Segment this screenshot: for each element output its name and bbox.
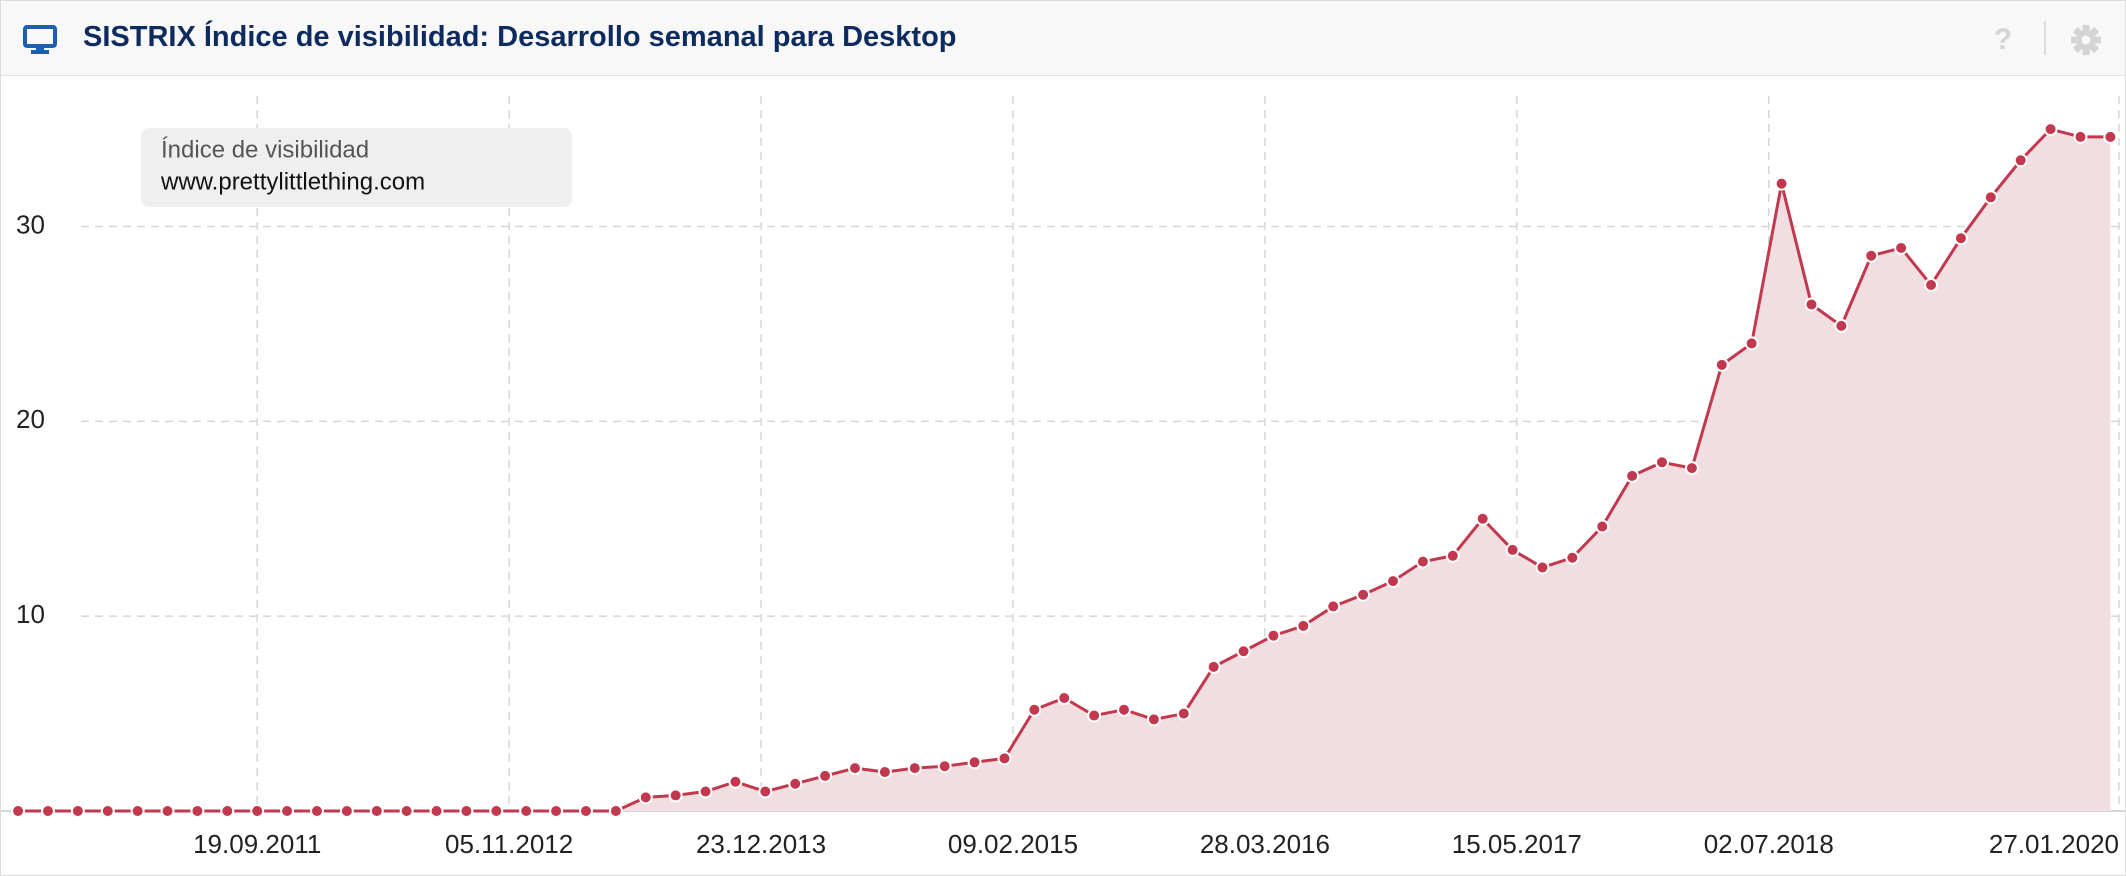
data-point <box>280 804 295 818</box>
data-point <box>220 804 235 818</box>
data-point <box>1415 554 1430 569</box>
data-point <box>250 804 265 818</box>
data-point <box>1057 691 1072 706</box>
y-tick-label: 30 <box>16 209 45 239</box>
settings-icon[interactable] <box>2071 25 2101 55</box>
data-point <box>2103 129 2118 144</box>
data-point <box>1116 702 1131 717</box>
x-tick-label: 19.09.2011 <box>193 829 321 859</box>
data-point <box>2013 153 2028 168</box>
data-point <box>130 804 145 818</box>
data-point <box>399 804 414 818</box>
data-point <box>698 784 713 799</box>
data-point <box>1445 548 1460 563</box>
data-point <box>1714 357 1729 372</box>
data-point <box>309 804 324 818</box>
data-point <box>1744 336 1759 351</box>
data-point <box>608 804 623 818</box>
data-point <box>937 759 952 774</box>
y-tick-label: 20 <box>16 404 45 434</box>
data-point <box>1535 560 1550 575</box>
data-point <box>160 804 175 818</box>
data-point <box>847 761 862 776</box>
data-point <box>818 768 833 783</box>
data-point <box>1266 628 1281 643</box>
data-point <box>1146 712 1161 727</box>
x-tick-label: 28.03.2016 <box>1200 829 1330 859</box>
data-point <box>967 755 982 770</box>
data-point <box>788 776 803 791</box>
data-point <box>1206 659 1221 674</box>
data-point <box>1894 240 1909 255</box>
data-point <box>997 751 1012 766</box>
data-point <box>578 804 593 818</box>
data-point <box>1386 574 1401 589</box>
data-point <box>1475 511 1490 526</box>
data-point <box>100 804 115 818</box>
data-point <box>339 804 354 818</box>
data-point <box>1176 706 1191 721</box>
data-point <box>2043 122 2058 137</box>
data-point <box>1924 277 1939 292</box>
desktop-icon <box>23 25 57 54</box>
data-point <box>668 788 683 803</box>
data-point <box>1087 708 1102 723</box>
data-point <box>1834 318 1849 333</box>
data-point <box>1983 190 1998 205</box>
data-point <box>70 804 85 818</box>
data-point <box>489 804 504 818</box>
data-point <box>1595 519 1610 534</box>
data-point <box>369 804 384 818</box>
data-point <box>1655 455 1670 470</box>
data-point <box>1027 702 1042 717</box>
data-point <box>1953 231 1968 246</box>
area <box>18 129 2111 812</box>
data-point <box>1774 176 1789 191</box>
x-tick-label: 27.01.2020 <box>1989 829 2119 859</box>
data-point <box>11 804 26 818</box>
x-tick-label: 02.07.2018 <box>1704 829 1834 859</box>
data-point <box>549 804 564 818</box>
data-point <box>2073 129 2088 144</box>
data-point <box>638 790 653 805</box>
data-point <box>519 804 534 818</box>
data-point <box>728 774 743 789</box>
data-point <box>1296 618 1311 633</box>
data-point <box>1505 542 1520 557</box>
data-point <box>1326 599 1341 614</box>
data-point <box>1565 550 1580 565</box>
widget-title: SISTRIX Índice de visibilidad: Desarroll… <box>83 21 957 53</box>
data-point <box>429 804 444 818</box>
x-tick-label: 15.05.2017 <box>1452 829 1582 859</box>
data-point <box>758 784 773 799</box>
data-point <box>1684 461 1699 476</box>
y-tick-label: 10 <box>16 599 45 629</box>
x-tick-label: 09.02.2015 <box>948 829 1078 859</box>
data-point <box>1356 587 1371 602</box>
data-point <box>40 804 55 818</box>
widget-header: SISTRIX Índice de visibilidad: Desarroll… <box>1 1 2125 76</box>
legend-box <box>141 128 572 207</box>
help-icon[interactable]: ? <box>1994 23 2012 56</box>
data-point <box>459 804 474 818</box>
data-point <box>190 804 205 818</box>
x-tick-label: 05.11.2012 <box>445 829 573 859</box>
x-tick-label: 23.12.2013 <box>696 829 826 859</box>
data-point <box>907 761 922 776</box>
chart: 10 20 30 19.09.2011 05.11.2012 23.12.2013 09.0… <box>1 96 2125 859</box>
data-point <box>877 765 892 780</box>
data-point <box>1625 468 1640 483</box>
header-actions: ? <box>1994 21 2101 56</box>
data-point <box>1804 297 1819 312</box>
legend-title: Índice de visibilidad <box>161 136 369 163</box>
data-point <box>1236 644 1251 659</box>
data-point <box>1864 248 1879 263</box>
legend-label: www.prettylittlething.com <box>160 168 425 195</box>
